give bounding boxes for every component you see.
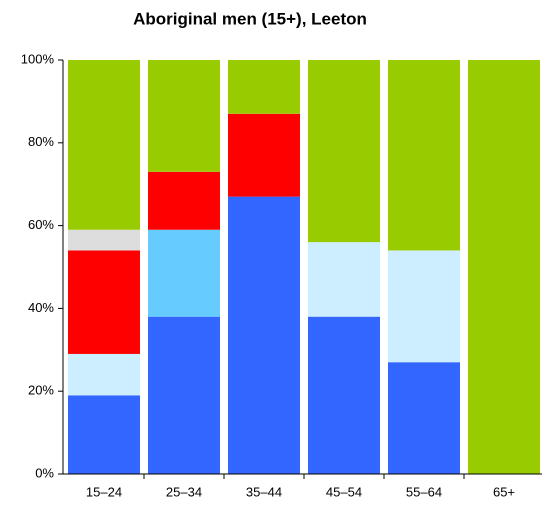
x-tick-label: 35–44 [246, 484, 282, 499]
bar-segment [308, 316, 380, 474]
bar-segment [388, 250, 460, 363]
y-tick-label: 60% [28, 217, 54, 232]
x-tick-label: 25–34 [166, 484, 202, 499]
bar-segment [228, 60, 300, 114]
x-tick-label: 55–64 [406, 484, 442, 499]
bar-segment [68, 353, 140, 396]
chart-title: Aboriginal men (15+), Leeton [133, 9, 367, 28]
bar-segment [68, 60, 140, 230]
y-tick-label: 20% [28, 383, 54, 398]
bar-segment [68, 250, 140, 354]
bar-segment [468, 60, 540, 474]
bar-segment [68, 229, 140, 251]
y-tick-label: 0% [35, 465, 54, 480]
bar-segment [68, 395, 140, 474]
x-tick-label: 65+ [493, 484, 515, 499]
bar-segment [308, 242, 380, 317]
bar-segment [148, 60, 220, 172]
bar-segment [148, 229, 220, 317]
bar-segment [148, 316, 220, 474]
y-tick-label: 40% [28, 300, 54, 315]
y-tick-label: 80% [28, 134, 54, 149]
bar-segment [388, 60, 460, 251]
x-tick-label: 15–24 [86, 484, 122, 499]
bar-segment [308, 60, 380, 243]
bar-segment [228, 113, 300, 197]
x-tick-label: 45–54 [326, 484, 362, 499]
bar-segment [148, 171, 220, 230]
bar-segment [388, 362, 460, 474]
y-tick-label: 100% [21, 51, 55, 66]
bar-segment [228, 196, 300, 474]
